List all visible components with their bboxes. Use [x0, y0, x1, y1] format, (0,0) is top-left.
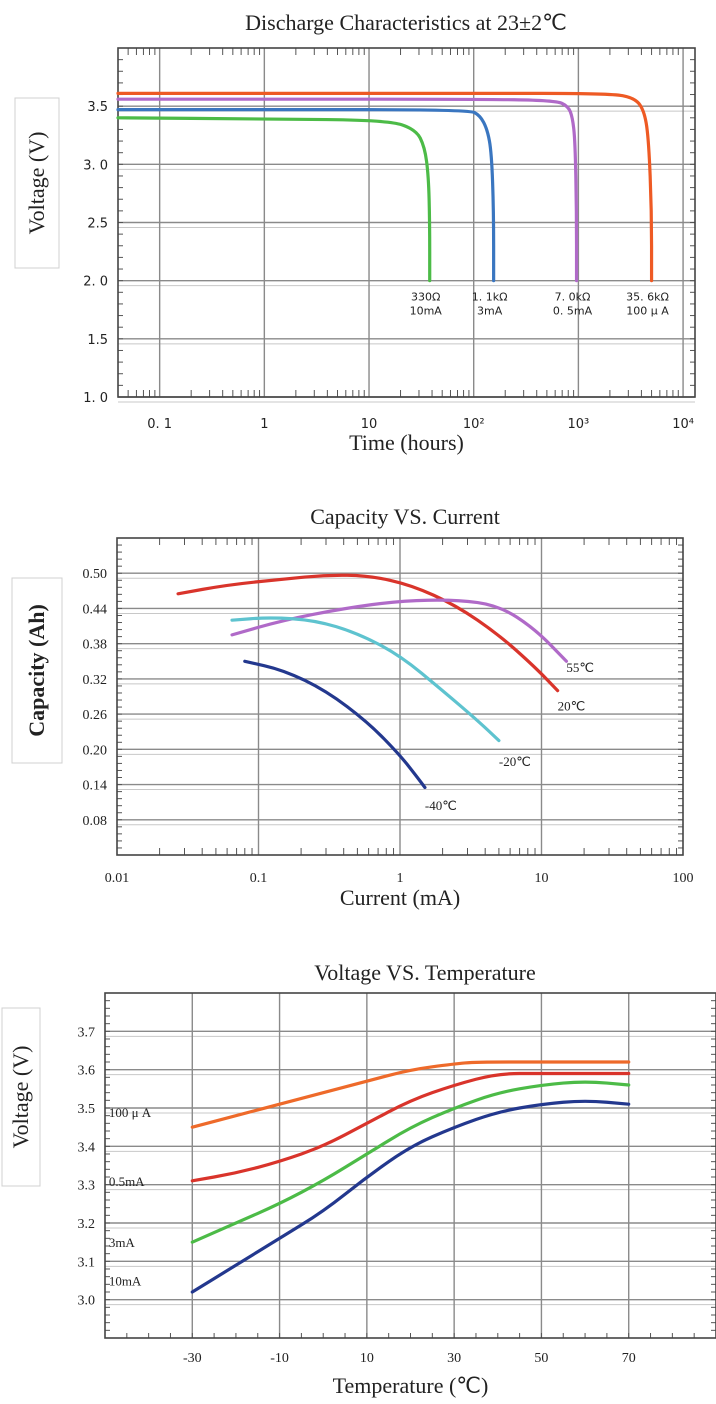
y-tick-label: 0.08	[83, 814, 108, 829]
y-tick-label: 3.5	[87, 100, 108, 115]
x-tick-label: 1	[397, 871, 404, 886]
chart-title: Capacity VS. Current	[310, 504, 500, 529]
grid	[117, 537, 683, 856]
x-axis-label: Current (mA)	[340, 885, 460, 910]
chart-title: Discharge Characteristics at 23±2℃	[245, 10, 567, 35]
y-tick-label: 0.20	[83, 743, 108, 758]
series-label: 20℃	[558, 698, 586, 713]
x-tick-label: 10⁴	[672, 417, 694, 432]
y-tick-label: 1.5	[87, 333, 108, 348]
y-axis-label-box	[11, 577, 63, 764]
y-tick-label: 0.32	[83, 673, 108, 688]
y-tick-label: 3.6	[78, 1064, 96, 1079]
series-label: 35. 6kΩ	[626, 290, 669, 303]
x-tick-label: 70	[622, 1351, 636, 1366]
x-tick-label: 10²	[463, 417, 485, 432]
x-tick-label: -30	[183, 1351, 202, 1366]
series-label: 100 μ A	[626, 304, 669, 317]
series-line-2	[230, 598, 569, 663]
x-tick-label: 100	[673, 871, 694, 886]
y-axis-label-box	[14, 97, 60, 269]
series-label: 55℃	[566, 660, 594, 675]
y-tick-label: 3.1	[78, 1255, 96, 1270]
y-tick-label: 2.5	[87, 217, 108, 232]
y-tick-label: 3.4	[78, 1140, 96, 1155]
series-label: 3mA	[109, 1235, 136, 1250]
series-label: 330Ω	[411, 290, 440, 303]
x-tick-label: 10	[535, 871, 549, 886]
y-tick-label: 3.5	[78, 1102, 96, 1117]
y-tick-label: 0.44	[83, 602, 108, 617]
series-label: 0. 5mA	[553, 304, 593, 317]
plot-frame	[117, 47, 696, 398]
series-label: 1. 1kΩ	[472, 290, 508, 303]
chart-title: Voltage VS. Temperature	[314, 960, 535, 985]
x-tick-label: 1	[260, 417, 268, 432]
x-tick-label: 0.01	[105, 871, 130, 886]
chart-1: Discharge Characteristics at 23±2℃ Voltag…	[14, 10, 696, 455]
series-label: 10mA	[109, 1274, 142, 1289]
series-line-4	[116, 116, 432, 283]
x-tick-label: 30	[447, 1351, 461, 1366]
y-tick-label: 3.0	[78, 1294, 96, 1309]
y-tick-label: 3. 0	[83, 158, 108, 173]
y-axis-label: Voltage (V)	[24, 132, 49, 235]
y-tick-label: 0.38	[83, 638, 108, 653]
series-label: 7. 0kΩ	[555, 290, 591, 303]
y-tick-label: 0.26	[83, 708, 108, 723]
series-label: -20℃	[499, 754, 531, 769]
y-tick-label: 0.14	[83, 779, 108, 794]
y-axis-label: Capacity (Ah)	[24, 604, 49, 737]
series-label: 10mA	[410, 304, 443, 317]
series-label: -40℃	[425, 798, 457, 813]
series-line-3	[230, 616, 501, 743]
series-label: 3mA	[477, 304, 503, 317]
series-line-4	[190, 1099, 631, 1294]
y-tick-label: 3.2	[78, 1217, 96, 1232]
series-label: 100 μ A	[109, 1105, 152, 1120]
series-line-4	[243, 659, 427, 790]
plot-frame	[116, 537, 684, 856]
x-tick-label: 0.1	[250, 871, 268, 886]
y-tick-label: 3.3	[78, 1179, 96, 1194]
y-tick-label: 0.50	[83, 567, 108, 582]
series-line-3	[190, 1080, 631, 1244]
y-tick-label: 3.7	[78, 1025, 96, 1040]
series-line-1	[176, 573, 560, 693]
plot-frame	[104, 992, 716, 1339]
y-tick-label: 2. 0	[83, 275, 108, 290]
grid	[104, 992, 716, 1339]
series-line-1	[116, 91, 654, 283]
y-axis-label-box	[1, 1007, 41, 1187]
y-axis-label: Voltage (V)	[8, 1046, 33, 1149]
grid	[117, 47, 695, 403]
series-line-3	[116, 108, 496, 283]
x-tick-label: 10	[360, 1351, 374, 1366]
x-axis-label: Time (hours)	[349, 430, 464, 455]
x-tick-label: -10	[270, 1351, 289, 1366]
series-line-1	[190, 1060, 631, 1129]
x-tick-label: 0. 1	[147, 417, 172, 432]
x-tick-label: 10³	[568, 417, 590, 432]
chart-3: Voltage VS. Temperature Voltage (V) 3.0 3.1…	[1, 960, 716, 1398]
x-axis-label: Temperature (℃)	[333, 1373, 489, 1398]
x-tick-label: 50	[534, 1351, 548, 1366]
y-tick-label: 1. 0	[83, 391, 108, 406]
x-tick-label: 10	[361, 417, 378, 432]
series-line-2	[190, 1071, 631, 1183]
series-line-2	[116, 97, 579, 283]
series-label: 0.5mA	[109, 1174, 145, 1189]
chart-2: Capacity VS. Current Capacity (Ah) 0.08 0.1…	[11, 504, 694, 910]
